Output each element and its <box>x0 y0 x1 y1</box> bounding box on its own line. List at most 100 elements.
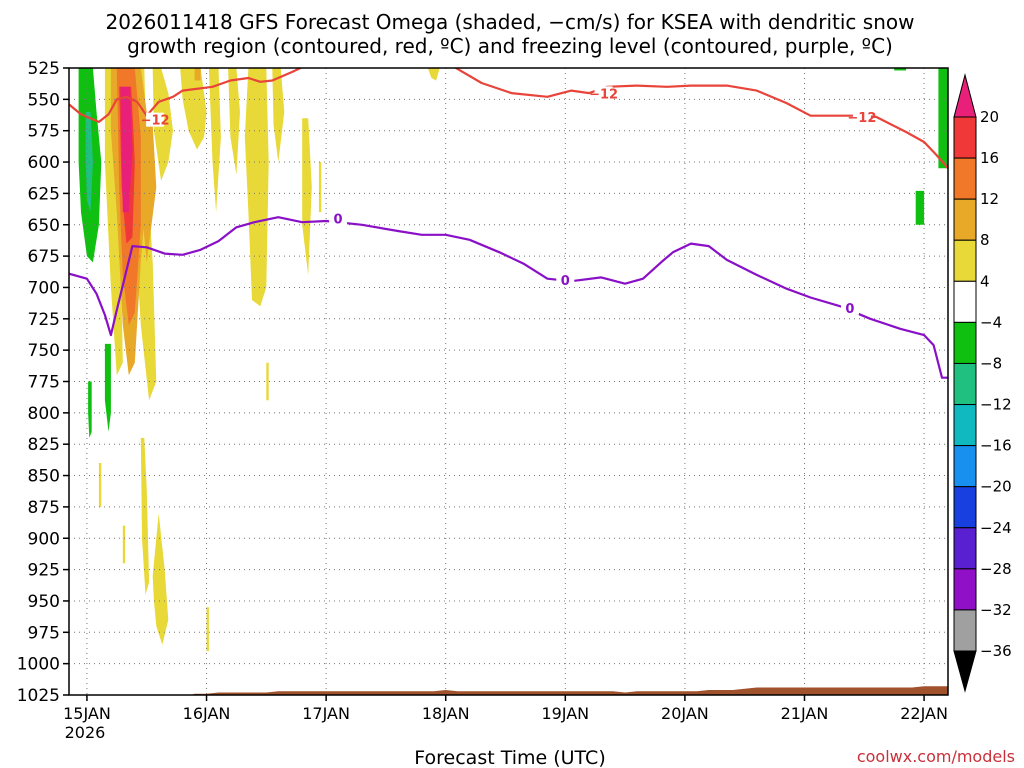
x-tick-label: 16JAN <box>183 704 231 723</box>
dendritic-contour-label: −12 <box>589 87 618 102</box>
omega-shade-region <box>272 68 285 163</box>
omega-shade-region <box>228 68 240 175</box>
omega-shade-region <box>122 525 126 564</box>
colorbar-segment <box>953 486 977 529</box>
colorbar-segment <box>953 321 977 364</box>
colorbar-label: 16 <box>980 149 999 167</box>
omega-shade-region <box>302 118 312 275</box>
x-tick-label: 19JAN <box>541 704 589 723</box>
omega-shade-region <box>194 68 201 81</box>
colorbar-label: −8 <box>980 354 1002 372</box>
colorbar-label: −32 <box>980 601 1012 619</box>
y-tick-label: 825 <box>28 435 60 455</box>
dendritic-contour-label: −12 <box>141 114 170 129</box>
omega-shade-region <box>938 68 948 169</box>
y-tick-label: 650 <box>28 216 60 236</box>
colorbar-bottom-arrow <box>953 650 977 693</box>
x-tick-label: 18JAN <box>422 704 470 723</box>
x-tick-label: 20JAN <box>661 704 709 723</box>
freezing-level-label: 0 <box>334 213 343 228</box>
omega-shade-region <box>427 68 440 81</box>
dendritic-contour-label: −12 <box>847 111 876 126</box>
y-tick-label: 725 <box>28 310 60 330</box>
colorbar-label: −20 <box>980 478 1012 496</box>
y-tick-label: 900 <box>28 529 60 549</box>
omega-shade-region <box>88 381 92 438</box>
y-tick-label: 1000 <box>17 655 60 675</box>
colorbar-segment <box>953 116 977 159</box>
y-tick-label: 850 <box>28 467 60 487</box>
colorbar-label: −4 <box>980 313 1002 331</box>
y-tick-label: 700 <box>28 278 60 298</box>
colorbar-segment <box>953 198 977 241</box>
y-tick-label: 925 <box>28 561 60 581</box>
terrain-layer <box>69 686 948 695</box>
y-tick-label: 875 <box>28 498 60 518</box>
colorbar-segment <box>953 404 977 447</box>
colorbar-label: 20 <box>980 108 999 126</box>
colorbar-label: −36 <box>980 642 1012 660</box>
colorbar-label: 12 <box>980 190 999 208</box>
colorbar-segment <box>953 280 977 323</box>
colorbar-segment <box>953 527 977 570</box>
chart-title-line-2: growth region (contoured, red, ºC) and f… <box>127 34 893 58</box>
colorbar-label: −28 <box>980 560 1012 578</box>
colorbar-segment <box>953 362 977 406</box>
colorbar-label: 8 <box>980 231 990 249</box>
omega-shade-region <box>208 68 221 213</box>
colorbar-segment <box>953 568 977 611</box>
terrain-fill <box>69 686 948 695</box>
contour-label-background <box>146 112 165 127</box>
contour-label-background <box>852 110 871 125</box>
x-tick-year-label: 2026 <box>65 723 106 742</box>
omega-shade-region <box>152 513 169 645</box>
colorbar-label: −24 <box>980 519 1012 537</box>
x-tick-label: 21JAN <box>781 704 829 723</box>
contour-label-background <box>594 86 613 101</box>
x-axis-label: Forecast Time (UTC) <box>414 747 605 768</box>
omega-shading-layer <box>78 68 948 652</box>
omega-shade-region <box>318 162 322 213</box>
y-tick-label: 975 <box>28 623 60 643</box>
y-tick-label: 625 <box>28 184 60 204</box>
freezing-level-label: 0 <box>845 302 854 317</box>
omega-shade-region <box>140 437 150 595</box>
omega-shade-region <box>104 343 111 432</box>
colorbar-label: −12 <box>980 396 1012 414</box>
omega-shade-region <box>206 607 209 652</box>
omega-shade-region <box>140 124 157 263</box>
y-tick-label: 775 <box>28 373 60 393</box>
colorbar-segment <box>953 239 977 282</box>
dendritic-contour-line <box>69 68 948 170</box>
x-tick-label: 15JAN <box>63 704 111 723</box>
y-tick-label: 675 <box>28 247 60 267</box>
omega-shade-region <box>98 463 102 507</box>
plot-area: −12 −12 −12 0 0 0 <box>69 68 948 695</box>
omega-shade-region <box>120 86 133 213</box>
y-tick-label: 950 <box>28 592 60 612</box>
omega-shade-region <box>244 68 269 307</box>
y-tick-label: 800 <box>28 404 60 424</box>
contour-layer: −12 −12 −12 0 0 0 <box>69 68 948 379</box>
contour-label-background <box>329 211 348 226</box>
contour-label-background <box>840 300 859 315</box>
omega-shade-region <box>266 362 269 401</box>
y-tick-label: 1025 <box>17 686 60 706</box>
y-tick-label: 750 <box>28 341 60 361</box>
colorbar-segment <box>953 609 977 652</box>
chart-title-line-1: 2026011418 GFS Forecast Omega (shaded, −… <box>106 10 915 34</box>
y-tick-label: 525 <box>28 59 60 79</box>
colorbar: 20 16 12 8 4 −4 −8 −12 −16 −20 −24 −28 −32 −36 <box>953 73 1012 693</box>
omega-shade-region <box>915 190 925 225</box>
freezing-level-label: 0 <box>561 274 570 289</box>
y-axis: 525 550 575 600 625 650 675 700 725 750 775 800 825 8… <box>17 59 69 706</box>
x-tick-label: 22JAN <box>900 704 948 723</box>
colorbar-segment <box>953 157 977 200</box>
contour-label-background <box>556 273 575 288</box>
credit-link[interactable]: coolwx.com/models <box>857 747 1015 766</box>
y-tick-label: 575 <box>28 122 60 142</box>
freezing-level-line <box>69 216 948 379</box>
y-tick-label: 550 <box>28 90 60 110</box>
